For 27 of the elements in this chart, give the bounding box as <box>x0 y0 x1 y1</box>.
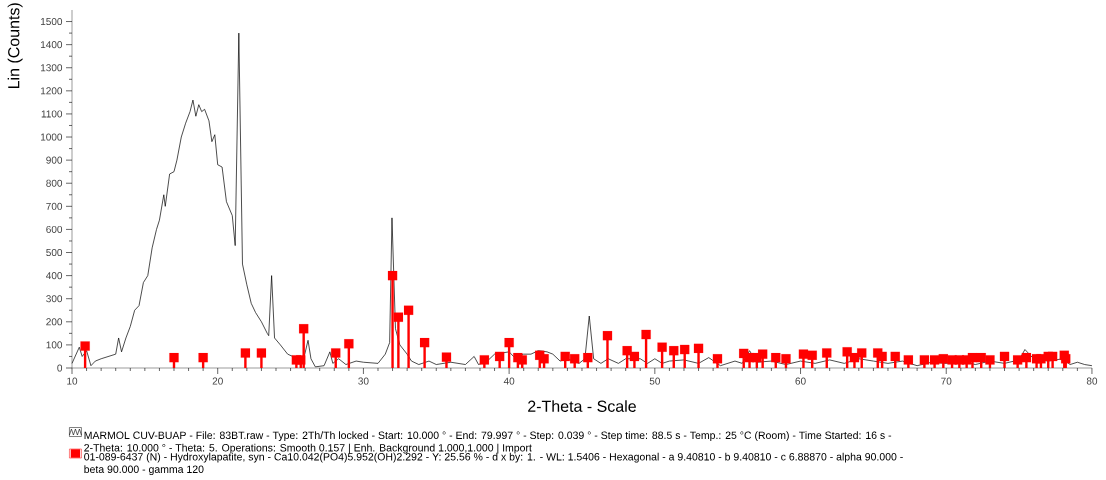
legend-label: 01-089-6437 (N) - Hydroxylapatite, syn - Ca10.042(PO4)5.952(OH)2.292 - Y: 25.56 % - d x by: 1. - WL: 1.5406 - Hexagonal - a 9.40810 - b 9.40810 - c 6.88870 - alpha 90.000 - beta 90.000 - gamma 120 <box>84 452 903 476</box>
x-tick-label: 50 <box>649 377 660 385</box>
x-tick-label: 30 <box>358 377 369 385</box>
y-tick-label: 1000 <box>40 133 63 141</box>
y-tick-label: 100 <box>46 341 63 349</box>
y-tick-label: 1400 <box>40 41 63 49</box>
y-tick-label: 900 <box>46 156 63 164</box>
y-tick-label: 1300 <box>40 64 63 72</box>
x-tick-label: 10 <box>67 377 78 385</box>
x-tick-label: 70 <box>941 377 952 385</box>
x-axis-title: 2-Theta - Scale <box>528 400 636 412</box>
y-tick-label: 300 <box>46 295 63 303</box>
x-tick-label: 80 <box>1086 377 1098 385</box>
y-tick-label: 700 <box>46 202 63 210</box>
y-tick-label: 600 <box>46 225 63 233</box>
y-tick-label: 800 <box>46 179 63 187</box>
y-axis-title: Lin (Counts) <box>7 3 23 89</box>
y-tick-label: 1500 <box>40 18 63 26</box>
y-tick-label: 0 <box>57 364 63 372</box>
x-tick-label: 20 <box>212 377 223 385</box>
y-tick-label: 400 <box>46 272 63 280</box>
x-tick-label: 40 <box>503 377 515 385</box>
y-tick-label: 1200 <box>40 87 63 95</box>
y-tick-label: 500 <box>46 248 63 257</box>
y-tick-label: 1100 <box>41 110 63 118</box>
x-tick-label: 60 <box>795 377 806 385</box>
y-tick-label: 200 <box>46 318 63 326</box>
